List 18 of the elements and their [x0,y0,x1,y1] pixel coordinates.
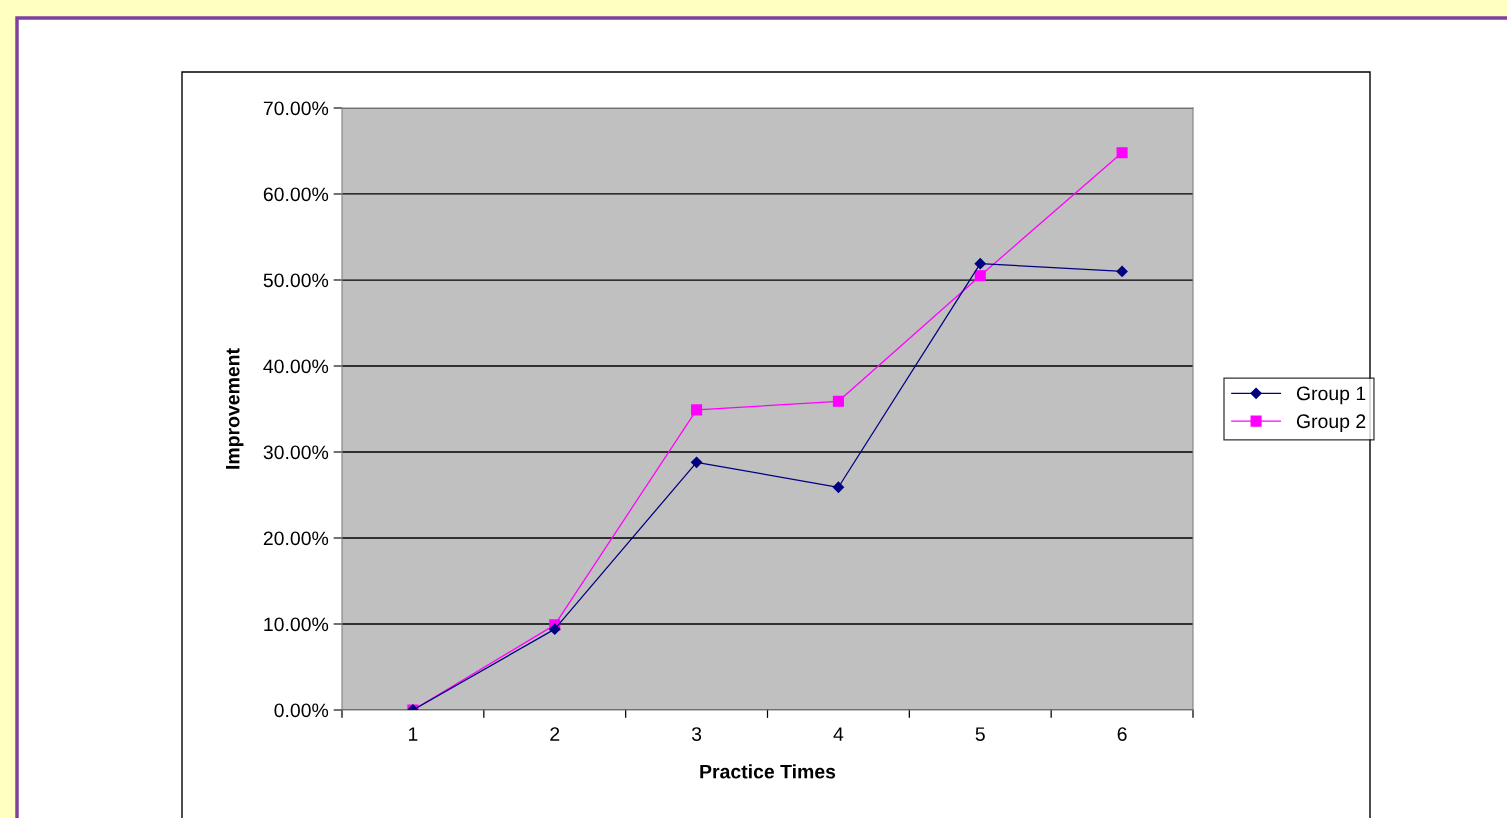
legend-label: Group 2 [1296,414,1366,432]
y-tick-label: 20.00% [263,531,329,546]
x-tick-label: 6 [1117,727,1127,741]
x-tick-label: 2 [550,727,560,741]
x-axis-title: Practice Times [700,764,836,779]
y-tick-label: 50.00% [263,273,329,288]
y-tick-label: 70.00% [263,101,329,116]
y-tick-label: 60.00% [263,187,329,202]
y-tick-label: 0.00% [274,703,329,718]
y-tick-label: 10.00% [264,617,329,632]
x-tick-label: 1 [408,727,418,741]
y-tick-label: 30.00% [263,445,329,460]
x-tick-label: 5 [975,727,985,741]
legend-label: Group 1 [1296,386,1366,405]
y-tick-label: 40.00% [263,359,329,374]
x-tick-label: 4 [833,727,844,741]
y-axis-title: Improvement [226,348,244,469]
x-tick-label: 3 [691,727,702,741]
